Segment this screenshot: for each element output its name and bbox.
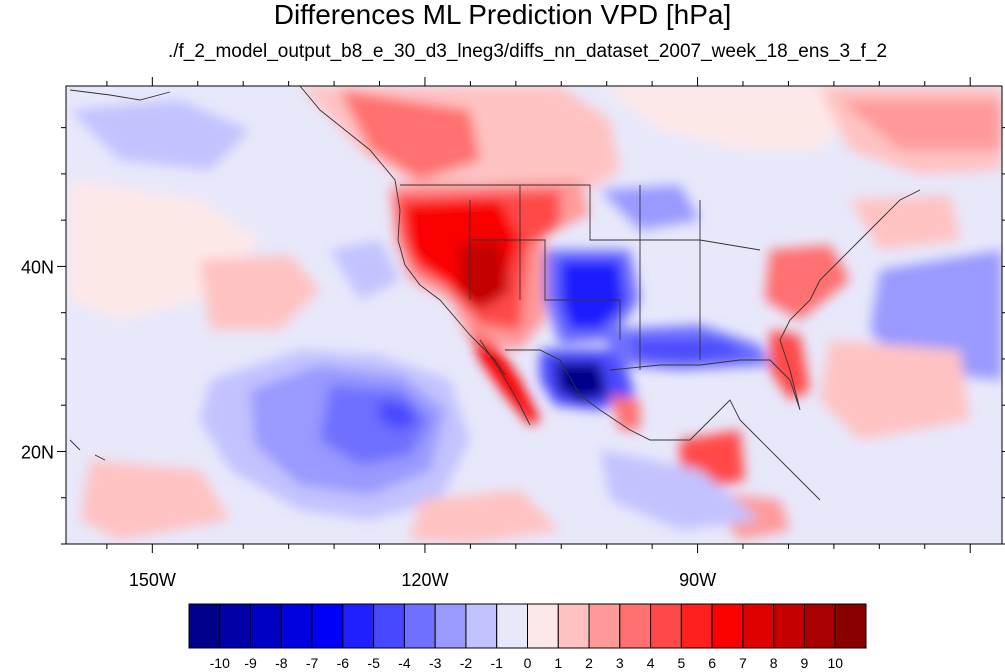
colorbar-label: -8 (275, 655, 288, 671)
field-patch (460, 240, 510, 310)
x-tick-label: 150W (129, 570, 176, 590)
colorbar-label: 1 (554, 655, 562, 671)
colorbar-swatch (619, 603, 652, 649)
coastline (69, 439, 106, 461)
colorbar-swatch (803, 603, 836, 649)
coastline (469, 185, 701, 370)
colorbar-label: 10 (827, 655, 843, 671)
colorbar-swatch (834, 603, 867, 649)
colorbar-label: -9 (244, 655, 257, 671)
page-subtitle: ./f_2_model_output_b8_e_30_d3_lneg3/diff… (167, 41, 888, 62)
colorbar-label: -7 (306, 655, 319, 671)
field-patch (765, 245, 850, 320)
colorbar: -10 -9 -8 -7 -6 -5 -4 -3 -2 -1 0 1 2 3 4 5 6 7 8 9 10 (188, 603, 867, 671)
x-tick-label: 120W (401, 570, 448, 590)
field-patch (600, 185, 700, 230)
field-patch (770, 330, 810, 400)
colorbar-swatch (188, 603, 221, 649)
colorbar-label: 3 (616, 655, 624, 671)
coastline (400, 184, 761, 251)
field-patch (410, 490, 560, 544)
colorbar-label: -3 (429, 655, 442, 671)
colorbar-swatch (250, 603, 282, 649)
field-patch (850, 195, 960, 250)
colorbar-label: 0 (524, 655, 532, 671)
colorbar-label: 6 (708, 655, 716, 671)
coastline (69, 89, 171, 101)
field-patch (560, 260, 625, 330)
field-patch (80, 460, 230, 540)
colorbar-swatch (496, 603, 528, 649)
colorbar-label: 7 (739, 655, 747, 671)
x-tick-label: 90W (679, 570, 716, 590)
field-patch (330, 240, 400, 300)
colorbar-label: -5 (367, 655, 380, 671)
field-patch (70, 100, 250, 170)
colorbar-swatch (434, 603, 467, 649)
page-title: Differences ML Prediction VPD [hPa] (273, 0, 732, 30)
colorbar-label: 5 (677, 655, 685, 671)
colorbar-label: 2 (585, 655, 593, 671)
colorbar-swatch (342, 603, 375, 649)
colorbar-swatch (311, 603, 344, 649)
field-patch (600, 86, 860, 150)
colorbar-swatch (711, 603, 744, 649)
colorbar-label: 9 (801, 655, 809, 671)
field-patch (470, 330, 540, 425)
colorbar-label: -10 (210, 655, 230, 671)
coastline (505, 349, 821, 501)
colorbar-swatch (373, 603, 405, 649)
coastline (299, 86, 506, 376)
colorbar-swatch (557, 603, 590, 649)
plot-area (66, 86, 1002, 544)
colorbar-swatch (650, 603, 682, 649)
colorbar-swatch (588, 603, 621, 649)
field-patch (840, 100, 1002, 150)
y-axis: 40N 20N (21, 127, 1005, 545)
colorbar-swatch (742, 603, 775, 649)
colorbar-swatch (773, 603, 805, 649)
colorbar-label: -6 (337, 655, 350, 671)
field-patch (630, 340, 750, 360)
colorbar-label: 4 (647, 655, 655, 671)
plot-frame (65, 85, 1003, 545)
y-tick-label: 20N (21, 442, 54, 462)
colorbar-label: 8 (770, 655, 778, 671)
colorbar-swatch (403, 603, 436, 649)
coastline (609, 189, 921, 411)
colorbar-swatch (219, 603, 252, 649)
colorbar-swatch (280, 603, 313, 649)
field-patch (340, 90, 480, 180)
field-patch (200, 255, 320, 330)
colorbar-label: -2 (460, 655, 473, 671)
colorbar-label: -4 (398, 655, 411, 671)
field-patch (600, 450, 760, 530)
colorbar-swatch (680, 603, 713, 649)
x-axis: 150W 120W 90W (106, 77, 971, 590)
colorbar-swatch (527, 603, 559, 649)
field-patch (820, 340, 970, 440)
field-patch (555, 362, 608, 402)
colorbar-swatch (465, 603, 498, 649)
coastline (479, 339, 531, 426)
y-tick-label: 40N (21, 257, 54, 277)
colorbar-label: -1 (491, 655, 504, 671)
vpd-field (70, 86, 1002, 544)
coastlines (69, 86, 921, 501)
field-patch (378, 400, 415, 430)
